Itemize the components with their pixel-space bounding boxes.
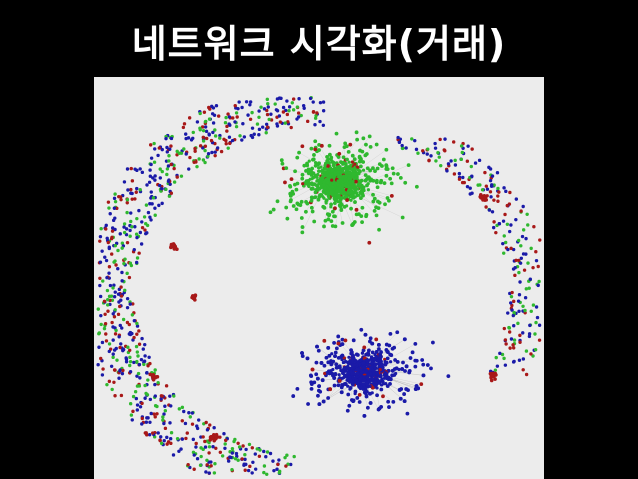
- slide-title: 네트워크 시각화(거래): [131, 22, 507, 66]
- network-nodes: [96, 95, 542, 477]
- network-visualization: [94, 77, 544, 479]
- network-graph-canvas: [96, 95, 542, 477]
